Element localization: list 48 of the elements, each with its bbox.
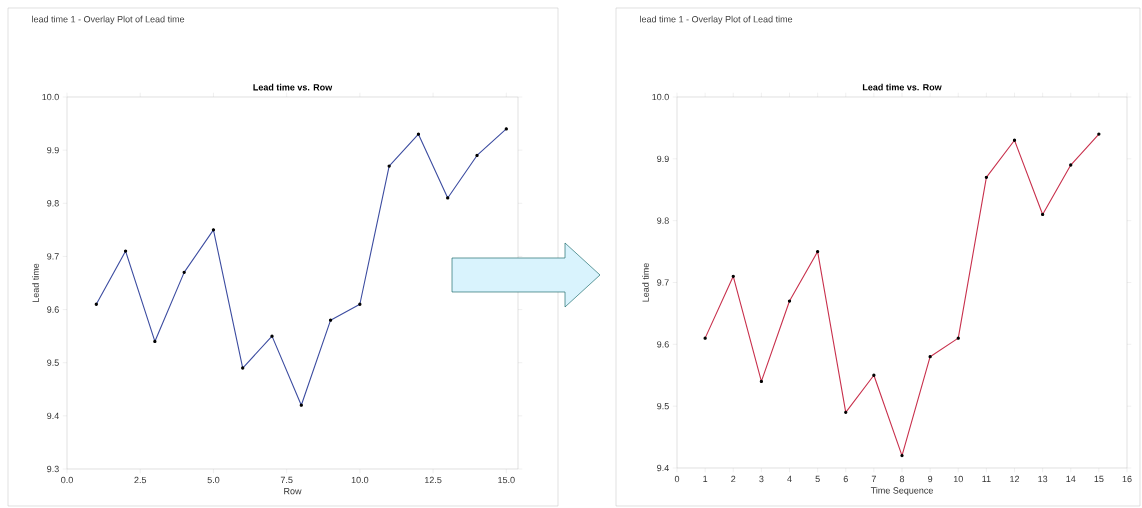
y-tick-label: 10.0 (42, 93, 59, 101)
x-tick-label: 15 (1094, 475, 1104, 483)
x-axis-title: Time Sequence (870, 487, 933, 496)
x-tick-label: 7 (871, 475, 876, 482)
chart-title: Lead time vs. Row (862, 83, 942, 91)
y-tick-label: 10.0 (652, 93, 669, 101)
x-tick-label: 13 (1038, 475, 1048, 483)
x-tick-label: 12 (1010, 475, 1020, 483)
x-tick-label: 3 (759, 475, 764, 483)
x-tick-label: 1 (703, 475, 708, 482)
x-tick-label: 10 (953, 475, 963, 483)
y-tick-label: 9.6 (657, 341, 669, 348)
y-tick-label: 9.3 (47, 465, 59, 473)
x-tick-label: 10.0 (351, 476, 369, 484)
x-tick-label: 5.0 (207, 476, 220, 484)
y-tick-label: 9.5 (657, 402, 669, 410)
x-tick-label: 14 (1066, 475, 1076, 482)
y-axis-title: Lead time (32, 263, 39, 303)
x-tick-label: 9 (928, 475, 933, 483)
y-axis-title: Lead time (642, 263, 649, 302)
line-series (94, 127, 508, 407)
x-tick-label: 4 (787, 475, 792, 482)
y-tick-label: 9.9 (657, 155, 669, 163)
x-tick-label: 2 (731, 475, 736, 483)
x-tick-label: 0 (674, 475, 680, 483)
text: lead time 1 - Overlay Plot of Lead time (640, 15, 793, 25)
x-tick-label: 2.5 (134, 476, 147, 484)
x-tick-label: 5 (815, 475, 820, 483)
y-tick-label: 9.8 (47, 200, 59, 207)
y-tick-label: 9.4 (47, 412, 59, 420)
y-tick-label: 9.9 (47, 146, 59, 154)
y-tick-label: 9.7 (657, 279, 669, 286)
x-tick-label: 7.5 (280, 476, 293, 484)
x-tick-label: 8 (899, 475, 905, 483)
text: lead time 1 - Overlay Plot of Lead time (32, 15, 185, 25)
y-tick-label: 9.6 (47, 306, 59, 313)
x-tick-label: 6 (843, 475, 848, 483)
x-tick-label: 12.5 (425, 476, 442, 484)
x-tick-label: 0.0 (61, 476, 73, 484)
y-tick-label: 9.8 (657, 217, 669, 224)
x-tick-label: 15.0 (498, 476, 515, 484)
y-tick-label: 9.4 (657, 464, 669, 472)
x-tick-label: 11 (982, 475, 991, 482)
x-axis-title: Row (284, 488, 302, 495)
y-tick-label: 9.5 (47, 359, 59, 366)
x-tick-label: 16 (1122, 475, 1132, 483)
y-tick-label: 9.7 (47, 253, 59, 260)
chart-title: Lead time vs. Row (253, 83, 333, 91)
